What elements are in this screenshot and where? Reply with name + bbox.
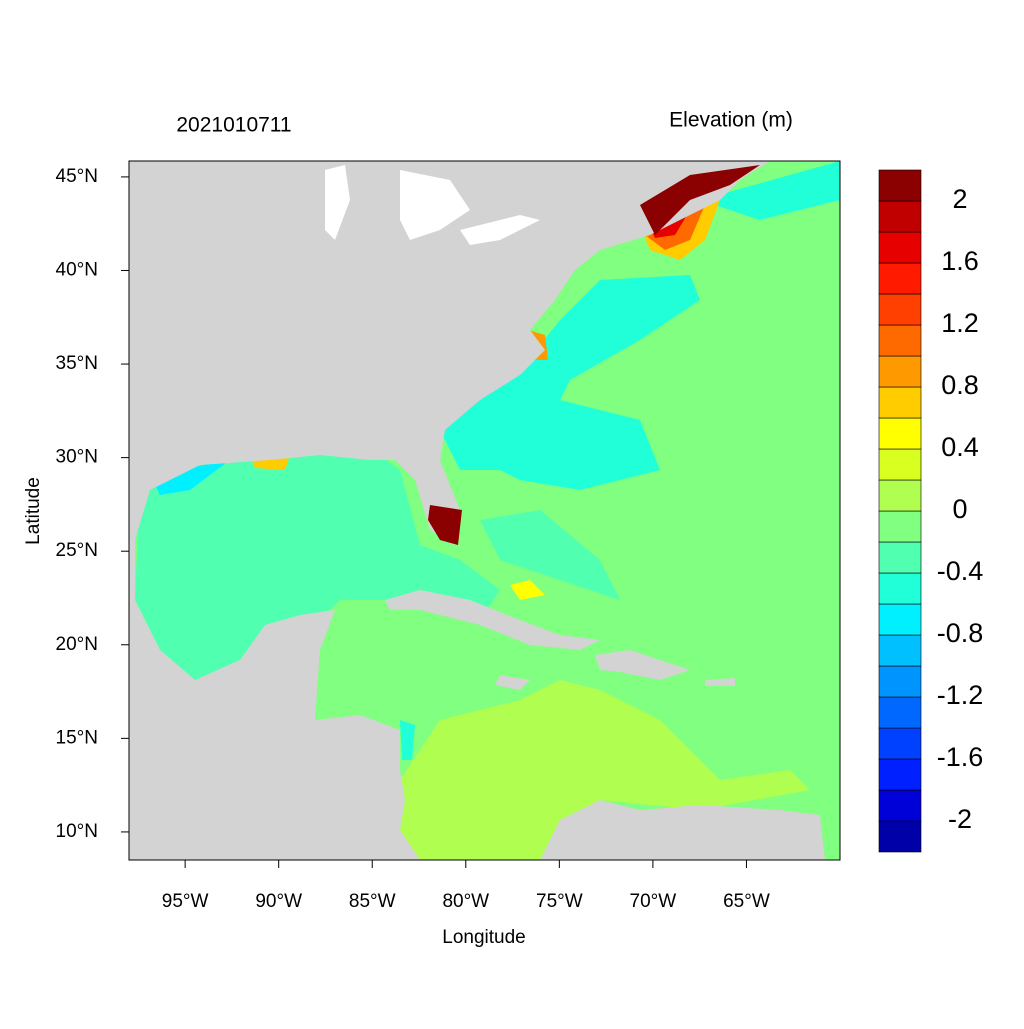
colorbar-tick-label: 1.6 [941,246,979,276]
colorbar-bin [878,169,922,202]
y-tick-label: 20°N [56,634,98,655]
colorbar-bin [878,510,922,543]
colorbar-bin [878,262,922,295]
colorbar-bin [878,541,922,574]
gulf-field [135,450,500,680]
land [540,800,825,860]
lake [460,215,540,245]
x-tick-label: 75°W [536,891,583,912]
colorbar-bin [878,231,922,264]
colorbar-tick-label: -2 [948,804,972,834]
colorbar-bin [878,324,922,357]
land [595,650,690,680]
surge-field [428,505,462,545]
colorbar-bin [878,727,922,760]
x-tick-label: 85°W [349,891,396,912]
lake [400,170,470,240]
map [129,161,840,860]
colorbar-tick-label: 2 [952,184,967,214]
colorbar-bin [878,758,922,791]
colorbar-tick-label: 0.4 [941,432,979,462]
x-tick-label: 70°W [630,891,677,912]
colorbar-bin [878,386,922,419]
y-axis-label: Latitude [23,477,44,545]
y-tick-label: 45°N [56,166,98,187]
plot-frame [128,160,841,861]
colorbar-bin [878,696,922,729]
x-tick-label: 90°W [255,891,302,912]
y-tick-label: 30°N [56,447,98,468]
colorbar-title: Elevation (m) [669,109,793,132]
colorbar-bin [878,448,922,481]
x-tick-label: 65°W [723,891,770,912]
colorbar-tick-label: -1.2 [937,680,984,710]
land [495,675,530,690]
land [385,590,600,650]
colorbar-tick-label: 1.2 [941,308,979,338]
colorbar-bin [878,789,922,822]
colorbar-bin [878,293,922,326]
colorbar-bin [878,200,922,233]
colorbar-tick-label: -0.8 [937,618,984,648]
colorbar-bin [878,603,922,636]
y-tick-label: 15°N [56,727,98,748]
x-tick-label: 80°W [442,891,489,912]
colorbar-bin [878,665,922,698]
y-tick-label: 25°N [56,540,98,561]
x-tick-label: 95°W [162,891,209,912]
colorbar-tick-label: -0.4 [937,556,984,586]
x-axis-label: Longitude [442,927,525,948]
colorbar-bin [878,820,922,853]
colorbar-tick-label: -1.6 [937,742,984,772]
atlantic-field [700,161,840,220]
bahamas-field [480,510,620,600]
y-tick-label: 10°N [56,821,98,842]
land [705,678,735,686]
y-tick-label: 35°N [56,353,98,374]
colorbar-bin [878,355,922,388]
surge-field [640,165,760,235]
caribbean-field [400,680,810,860]
coastal-field [150,460,230,495]
chart-title: 2021010711 [176,114,291,137]
y-tick-label: 40°N [56,259,98,280]
colorbar-bin [878,479,922,512]
colorbar-tick-label: 0 [952,494,967,524]
lake [325,165,350,240]
surge-field [510,580,545,600]
coastal-field [400,720,415,760]
colorbar-tick-label: 0.8 [941,370,979,400]
colorbar-bin [878,417,922,450]
colorbar-bin [878,634,922,667]
atlantic-field [440,275,700,490]
colorbar-bin [878,572,922,605]
